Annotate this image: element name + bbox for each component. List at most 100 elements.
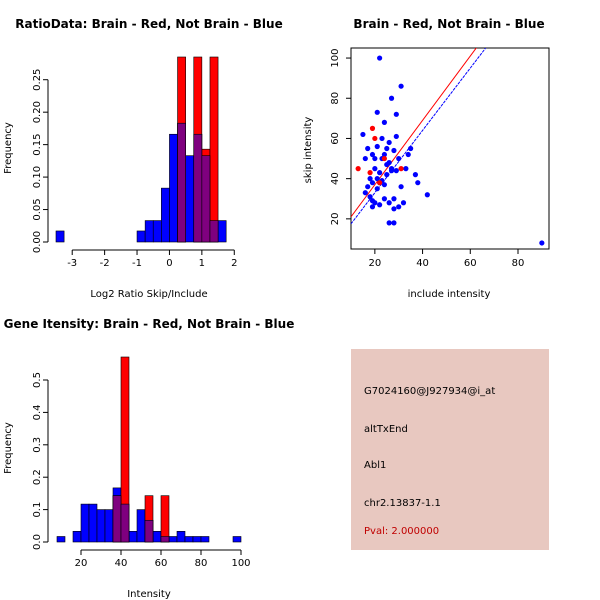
scatter-blue-point <box>386 139 392 146</box>
gene-chart-title: Gene Itensity: Brain - Red, Not Brain - … <box>4 317 295 331</box>
scatter-blue-point <box>377 202 383 208</box>
ratio-blue-bar <box>136 230 146 243</box>
scatter-y-tick-label: 40 <box>330 172 341 185</box>
gene-blue-bar <box>232 536 242 543</box>
scatter-blue-point <box>365 184 371 190</box>
ratio-overlap-bar <box>177 122 186 243</box>
scatter-red-point <box>398 166 404 172</box>
gene-blue-bar <box>152 531 162 543</box>
scatter-blue-point <box>539 240 545 246</box>
scatter-blue-point <box>386 220 392 226</box>
ratio-blue-bar <box>144 220 154 243</box>
pval-text: Pval: 2.000000 <box>364 526 440 537</box>
ratio-x-tick-label: -1 <box>132 258 142 269</box>
scatter-blue-point <box>391 206 397 212</box>
ratio-overlap-bar <box>193 133 203 243</box>
ratio-x-label: Log2 Ratio Skip/Include <box>90 289 207 300</box>
gene-blue-bar <box>200 536 210 543</box>
scatter-blue-point <box>400 200 407 206</box>
scatter-fit-lines <box>351 48 487 225</box>
gene-overlap-bar <box>112 495 122 543</box>
scatter-x-tick-label: 80 <box>512 258 525 269</box>
scatter-blue-point <box>388 95 395 101</box>
ratio-x-tick-label: -3 <box>67 258 77 269</box>
scatter-blue-point <box>396 204 402 210</box>
gene-y-tick-label: 0.0 <box>32 534 43 550</box>
gene-blue-bar <box>96 509 106 543</box>
scatter-x-tick-label: 40 <box>416 258 429 269</box>
scatter-blue-point <box>381 182 387 188</box>
ratio-blue-bar <box>185 155 195 243</box>
scatter-blue-point <box>377 170 383 176</box>
gene-blue-bar <box>128 531 138 543</box>
gene-y-tick-label: 0.2 <box>32 469 43 485</box>
ratio-x-tick-label: 1 <box>199 258 205 269</box>
scatter-red-point <box>372 135 378 142</box>
ratio-blue-bar <box>152 220 162 243</box>
gene-x-label: Intensity <box>127 589 171 600</box>
scatter-axes: 20 40 60 80 20 40 60 80 100 <box>330 49 524 269</box>
ratio-blue-bar <box>169 133 178 243</box>
gene-blue-bar <box>72 531 82 543</box>
scatter-y-tick-label: 100 <box>330 49 341 68</box>
scatter-blue-point <box>405 151 411 158</box>
ratio-y-tick-label: 0.10 <box>32 166 43 188</box>
scatter-blue-point <box>372 166 378 172</box>
gene-y-tick-label: 0.5 <box>32 372 43 388</box>
ratio-overlap-bar <box>209 220 219 243</box>
gene-blue-bar <box>176 531 186 543</box>
scatter-blue-point <box>393 111 399 117</box>
ratio-chart-title: RatioData: Brain - Red, Not Brain - Blue <box>15 17 282 31</box>
gene-blue-bar <box>136 509 146 543</box>
ratio-overlap-bar <box>201 155 211 243</box>
scatter-blue-point <box>379 135 385 142</box>
scatter-y-label: skip intensity <box>303 117 314 184</box>
scatter-blue-point <box>412 172 419 178</box>
scatter-blue-point <box>374 109 380 115</box>
scatter-blue-point <box>415 180 421 186</box>
scatter-blue-point <box>403 166 409 172</box>
ratio-axes: -3 -2 -1 0 1 2 0.00 0.05 0.10 0.15 0.20 0.25 <box>32 69 237 269</box>
ratio-red-bar <box>209 56 219 243</box>
gene-x-tick-label: 60 <box>155 558 168 569</box>
scatter-blue-point <box>398 184 404 190</box>
scatter-y-tick-label: 60 <box>330 132 341 145</box>
scatter-blue-point <box>360 131 366 138</box>
gene-bars <box>56 356 242 543</box>
scatter-blue-fit-line <box>351 48 487 225</box>
gene-y-tick-label: 0.4 <box>32 404 43 420</box>
scatter-blue-point <box>393 168 399 174</box>
event-type: altTxEnd <box>364 424 408 435</box>
scatter-red-point <box>381 155 387 162</box>
scatter-blue-point <box>384 145 390 152</box>
ratio-histogram: RatioData: Brain - Red, Not Brain - Blue… <box>3 17 283 300</box>
scatter-chart-title: Brain - Red, Not Brain - Blue <box>353 17 544 31</box>
gene-blue-bar <box>184 536 194 543</box>
gene-blue-bar <box>104 509 114 543</box>
gene-y-tick-label: 0.3 <box>32 437 43 453</box>
scatter-red-point <box>355 166 361 172</box>
scatter-blue-point <box>372 200 378 206</box>
gene-overlap-bar <box>160 536 170 543</box>
gene-axes: 20 40 60 80 100 0.0 0.1 0.2 0.3 0.4 0.5 <box>32 372 251 569</box>
scatter-blue-point <box>369 204 376 210</box>
scatter-blue-point <box>369 151 376 158</box>
scatter-blue-point <box>367 194 373 200</box>
scatter-blue-point <box>377 55 383 61</box>
scatter-blue-point <box>393 133 399 140</box>
ratio-y-tick-label: 0.00 <box>32 231 43 253</box>
scatter-points <box>355 55 545 246</box>
probe-id: G7024160@J927934@i_at <box>364 386 496 397</box>
scatter-plot-frame <box>350 47 550 250</box>
scatter-red-point <box>369 125 376 131</box>
ratio-y-tick-label: 0.20 <box>32 101 43 123</box>
scatter-blue-point <box>391 196 397 202</box>
scatter-y-tick-label: 20 <box>330 212 341 225</box>
scatter-blue-point <box>374 186 380 192</box>
scatter-blue-point <box>367 176 373 182</box>
scatter-blue-point <box>381 151 387 158</box>
ratio-x-tick-label: 0 <box>166 258 172 269</box>
gene-intensity-histogram: Gene Itensity: Brain - Red, Not Brain - … <box>3 317 294 600</box>
gene-x-tick-label: 20 <box>75 558 88 569</box>
